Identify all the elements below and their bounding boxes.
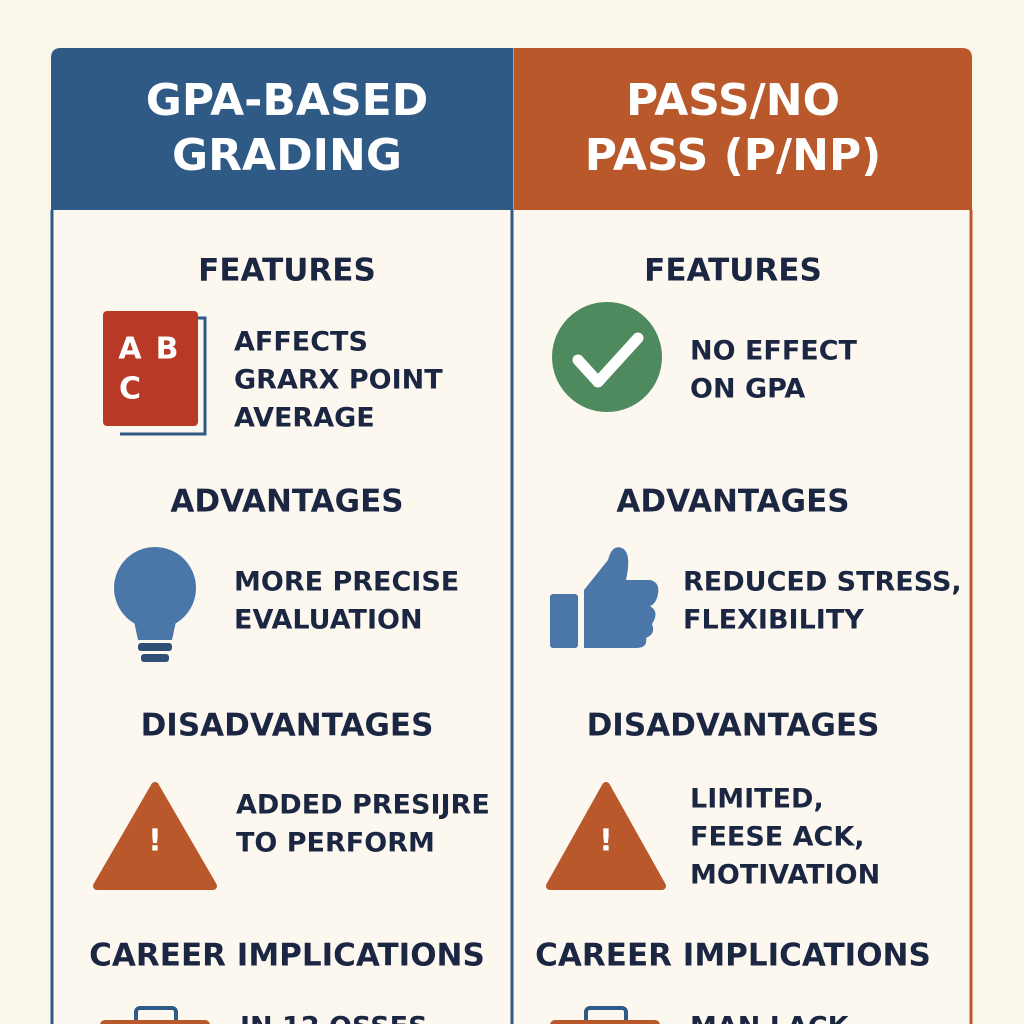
section-text: ADDED PRESIJRE <box>236 790 490 821</box>
section-text: AFFECTS <box>234 327 368 358</box>
icon-mark: ! <box>148 824 162 859</box>
warning-icon: ! <box>546 782 666 890</box>
section-heading: ADVANTAGES <box>170 484 403 520</box>
section-text: FLEXIBILITY <box>683 605 864 636</box>
section-heading: CAREER IMPLICATIONS <box>535 938 931 974</box>
section-text: GRARX POINT <box>234 365 443 396</box>
right-header <box>514 48 972 210</box>
column-title: GPA-BASED <box>146 75 429 126</box>
section-text: MORE PRECISE <box>234 567 459 598</box>
section-text: ON GPA <box>690 374 805 405</box>
icon-letter: B <box>156 332 179 367</box>
grades-icon: A B C <box>103 311 207 436</box>
icon-letter: C <box>119 372 141 407</box>
section-text: FEESE ACK, <box>690 822 865 853</box>
section-text: AVERAGE <box>234 403 375 434</box>
warning-icon: ! <box>93 782 217 890</box>
briefcase-icon <box>100 1006 210 1024</box>
section-text: LIMITED, <box>690 784 824 815</box>
section-heading: ADVANTAGES <box>616 484 849 520</box>
section-text: REDUCED STRESS, <box>683 567 962 598</box>
section-text: MOTIVATION <box>690 860 880 891</box>
section-heading: FEATURES <box>644 253 822 289</box>
thumbs-up-icon <box>550 547 659 648</box>
section-heading: FEATURES <box>198 253 376 289</box>
section-heading: CAREER IMPLICATIONS <box>89 938 485 974</box>
section-heading: DISADVANTAGES <box>141 708 434 744</box>
left-header <box>51 48 512 1024</box>
column-title: PASS/NO <box>626 75 840 126</box>
icon-letter: A <box>118 332 142 367</box>
icon-mark: ! <box>599 824 613 859</box>
section-text: TO PERFORM <box>236 828 435 859</box>
check-icon <box>552 302 662 412</box>
column-title: GRADING <box>172 130 402 181</box>
section-text: NO EFFECT <box>690 336 858 367</box>
briefcase-icon <box>550 1006 660 1024</box>
section-text: IN 12 OSSES <box>240 1012 428 1024</box>
section-text: MAN LACK <box>690 1012 850 1024</box>
column-title: PASS (P/NP) <box>585 130 882 181</box>
section-text: EVALUATION <box>234 605 423 636</box>
bulb-icon <box>114 547 196 662</box>
section-heading: DISADVANTAGES <box>587 708 880 744</box>
